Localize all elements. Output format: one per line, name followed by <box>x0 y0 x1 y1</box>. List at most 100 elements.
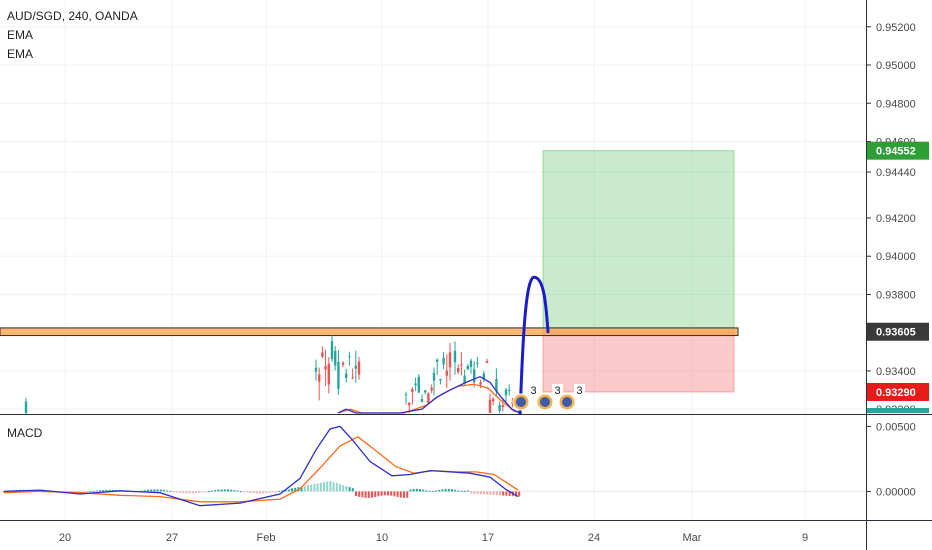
candle-body <box>482 373 485 380</box>
macd-histogram-bar <box>393 491 396 497</box>
ema-legend-2[interactable]: EMA <box>7 47 33 61</box>
candle-body <box>439 379 442 381</box>
candle-body <box>324 365 327 370</box>
macd-histogram-bar <box>175 491 178 493</box>
ema-legend-1[interactable]: EMA <box>7 28 33 42</box>
stop-loss-zone[interactable] <box>542 331 735 393</box>
macd-histogram-bar <box>518 491 521 497</box>
macd-histogram-bar <box>499 491 501 496</box>
macd-histogram-bar <box>99 490 101 492</box>
event-count: 3 <box>576 385 582 397</box>
event-count: 3 <box>530 385 536 397</box>
macd-histogram-bar <box>300 486 303 492</box>
position-tool[interactable] <box>542 150 735 393</box>
ema-lines <box>337 375 523 414</box>
macd-histogram-bar <box>390 491 393 496</box>
y-tick-label: 0.95200 <box>876 22 916 34</box>
macd-histogram-bar <box>239 491 242 493</box>
candle-body <box>504 389 508 396</box>
macd-histogram-bar <box>310 484 313 492</box>
candle-body <box>460 364 463 366</box>
time-axis[interactable] <box>0 521 866 550</box>
macd-histogram-bar <box>323 482 325 492</box>
candle-body <box>337 361 340 389</box>
macd-histogram-bar <box>294 487 297 492</box>
macd-histogram-bar <box>438 489 441 492</box>
macd-histogram-bar <box>275 491 277 493</box>
macd-histogram-bar <box>329 481 332 492</box>
event-marker-core <box>516 397 526 407</box>
projection-path[interactable] <box>518 275 550 415</box>
macd-histogram-bar <box>89 491 92 493</box>
candle-body <box>351 377 354 379</box>
macd-histogram-bar <box>163 489 165 492</box>
macd-histogram-bar <box>492 491 495 495</box>
candle-body <box>348 356 351 358</box>
candle-body <box>448 352 452 368</box>
macd-histogram-bar <box>166 490 169 492</box>
event-markers[interactable]: 3 3 3 <box>512 384 585 411</box>
macd-histogram-bar <box>227 489 229 492</box>
resistance-zone[interactable] <box>0 327 739 337</box>
candles <box>24 335 514 415</box>
macd-histogram-bar <box>211 490 213 492</box>
last-price-tag-sliver <box>867 408 929 413</box>
macd-histogram-bar <box>431 490 434 492</box>
candle-body <box>498 404 501 411</box>
x-tick-label: 10 <box>376 532 388 544</box>
price-tag <box>867 322 929 341</box>
y-tick-label: 0.94440 <box>876 167 916 179</box>
macd-histogram-bar <box>387 491 389 496</box>
macd-histogram-bar <box>444 488 447 492</box>
x-tick-label: Feb <box>257 532 276 544</box>
macd-histogram-bar <box>361 491 364 498</box>
macd-legend[interactable]: MACD <box>7 426 43 440</box>
macd-histogram-bar <box>335 483 338 492</box>
macd-histogram-bar <box>271 491 274 493</box>
candle-body <box>417 376 420 393</box>
y-tick-label: 0.94800 <box>876 98 916 110</box>
price-pane[interactable] <box>0 0 866 413</box>
profit-zone[interactable] <box>542 150 735 333</box>
candle-body <box>327 363 330 385</box>
macd-histogram-bar <box>79 491 82 493</box>
macd-histogram-bar <box>367 491 370 498</box>
macd-histogram-bar <box>76 491 79 493</box>
candle-body <box>511 402 514 404</box>
event-marker-core <box>540 397 550 407</box>
macd-histogram-bar <box>111 489 114 492</box>
macd-tick-label: 0.00500 <box>876 421 916 433</box>
macd-histogram-bar <box>86 491 89 493</box>
candle-body <box>479 382 482 385</box>
macd-histogram-bar <box>185 491 188 494</box>
macd-histogram-bar <box>457 490 460 492</box>
macd-histogram-bar <box>265 491 268 494</box>
symbol-title[interactable]: AUD/SGD, 240, OANDA <box>7 9 138 23</box>
macd-histogram-bar <box>447 488 450 492</box>
grid-lines <box>0 0 866 520</box>
macd-pane[interactable] <box>0 416 866 520</box>
macd-histogram-bar <box>83 491 85 493</box>
candle-body <box>24 401 28 413</box>
projection-curve[interactable] <box>518 275 550 415</box>
macd-signal-line <box>3 436 519 503</box>
macd-histogram-bar <box>470 491 473 494</box>
macd-histogram-bar <box>454 489 457 492</box>
macd-histogram-bar <box>425 490 428 492</box>
price-axis-ticks: 0.952000.950000.948000.946000.944400.942… <box>866 22 916 416</box>
candle-body <box>411 389 414 393</box>
candle-body <box>330 341 334 360</box>
macd-histogram-bar <box>153 489 156 492</box>
macd-histogram-bar <box>236 490 239 492</box>
resistance-rectangle[interactable] <box>0 327 739 337</box>
y-tick-label: 0.93800 <box>876 289 916 301</box>
macd-histogram-bar <box>399 491 402 498</box>
macd-indicator <box>0 425 866 507</box>
x-tick-label: 17 <box>482 532 494 544</box>
x-tick-label: Mar <box>683 532 702 544</box>
macd-histogram-bar <box>284 489 287 492</box>
candle-body <box>457 368 460 373</box>
price-tag-label: 0.94552 <box>876 146 916 158</box>
macd-histogram-bar <box>419 489 421 492</box>
